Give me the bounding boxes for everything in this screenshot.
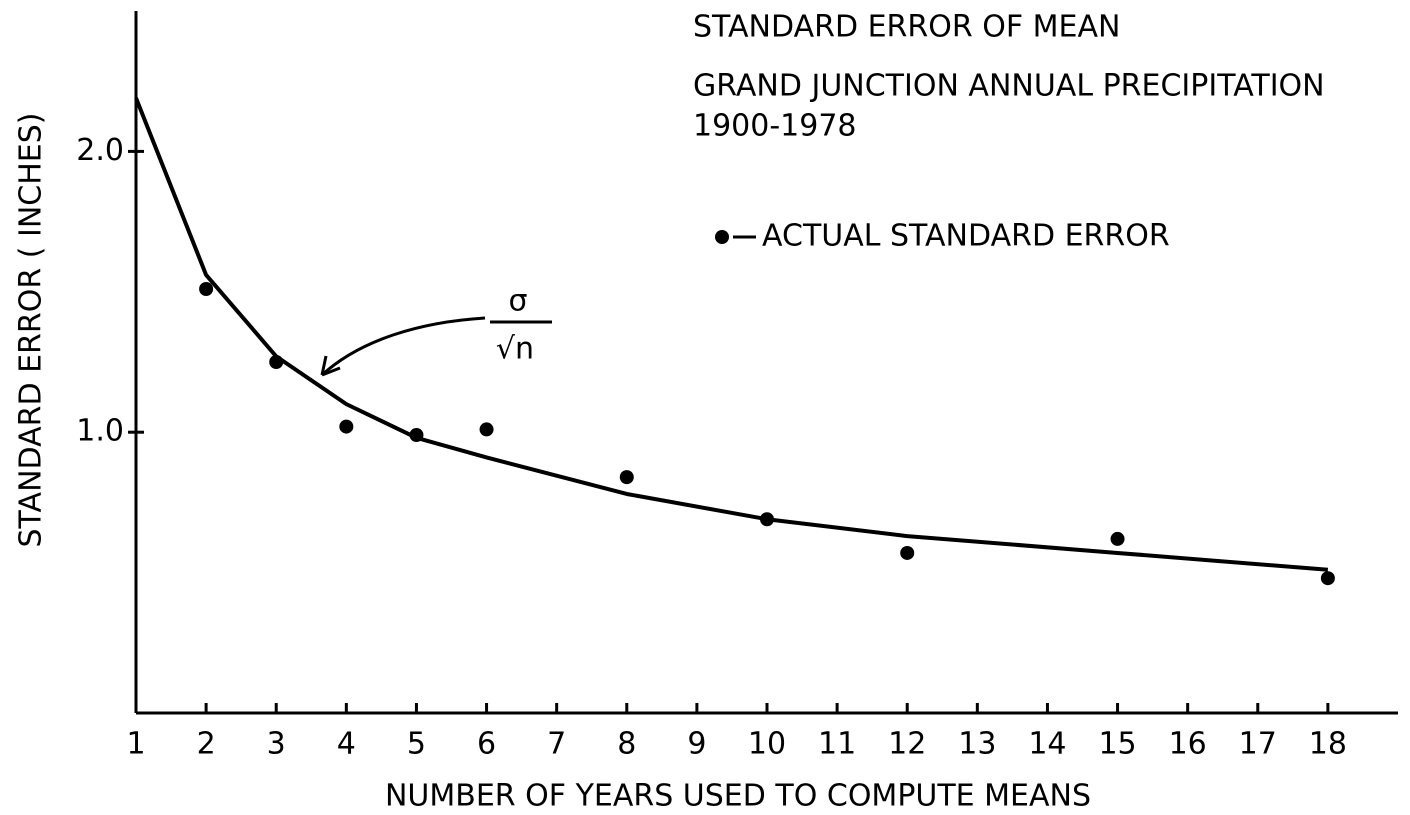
annotation-denominator: √n	[496, 332, 534, 367]
data-point	[479, 422, 494, 437]
y-axis-label: STANDARD ERROR ( INCHES)	[14, 113, 49, 548]
x-tick-label: 14	[1028, 727, 1066, 762]
data-point	[760, 512, 774, 527]
data-point	[269, 355, 284, 369]
chart-subtitle: GRAND JUNCTION ANNUAL PRECIPITATION	[693, 69, 1325, 104]
data-point	[199, 281, 214, 296]
x-tick-label: 8	[617, 727, 636, 762]
x-tick-label: 6	[477, 727, 496, 762]
curve	[134, 97, 1329, 572]
chart-title: STANDARD ERROR OF MEAN	[693, 10, 1120, 45]
legend-label: ACTUAL STANDARD ERROR	[762, 219, 1170, 254]
x-tick-label: 1	[126, 727, 145, 762]
data-point	[409, 428, 424, 443]
x-tick-label: 13	[958, 727, 996, 762]
data-point	[339, 419, 354, 434]
annotation-arrow	[320, 316, 486, 377]
annotation-numerator: σ	[508, 284, 527, 319]
x-tick-label: 4	[337, 727, 356, 762]
legend-marker	[715, 230, 729, 244]
x-tick-label: 12	[888, 727, 926, 762]
x-axis-label: NUMBER OF YEARS USED TO COMPUTE MEANS	[385, 779, 1091, 814]
arrow-head	[320, 355, 341, 377]
x-tick-label: 15	[1098, 727, 1136, 762]
x-tick-label: 17	[1239, 727, 1277, 762]
y-tick-label: 1.0	[76, 414, 124, 449]
data-point	[1110, 531, 1125, 546]
x-tick-label: 18	[1309, 727, 1347, 762]
x-tick-label: 5	[407, 727, 426, 762]
y-tick-label: 2.0	[76, 133, 124, 168]
data-point	[619, 470, 634, 485]
x-tick-label: 3	[267, 727, 286, 762]
x-tick-label: 16	[1169, 727, 1207, 762]
chart-subtitle: 1900-1978	[693, 109, 857, 144]
x-tick-label: 2	[197, 727, 216, 762]
data-point	[900, 545, 915, 560]
x-tick-label: 9	[687, 727, 706, 762]
x-tick-label: 10	[748, 727, 786, 762]
x-tick-label: 7	[547, 727, 566, 762]
x-tick-label: 11	[818, 727, 856, 762]
data-point	[1320, 571, 1335, 586]
